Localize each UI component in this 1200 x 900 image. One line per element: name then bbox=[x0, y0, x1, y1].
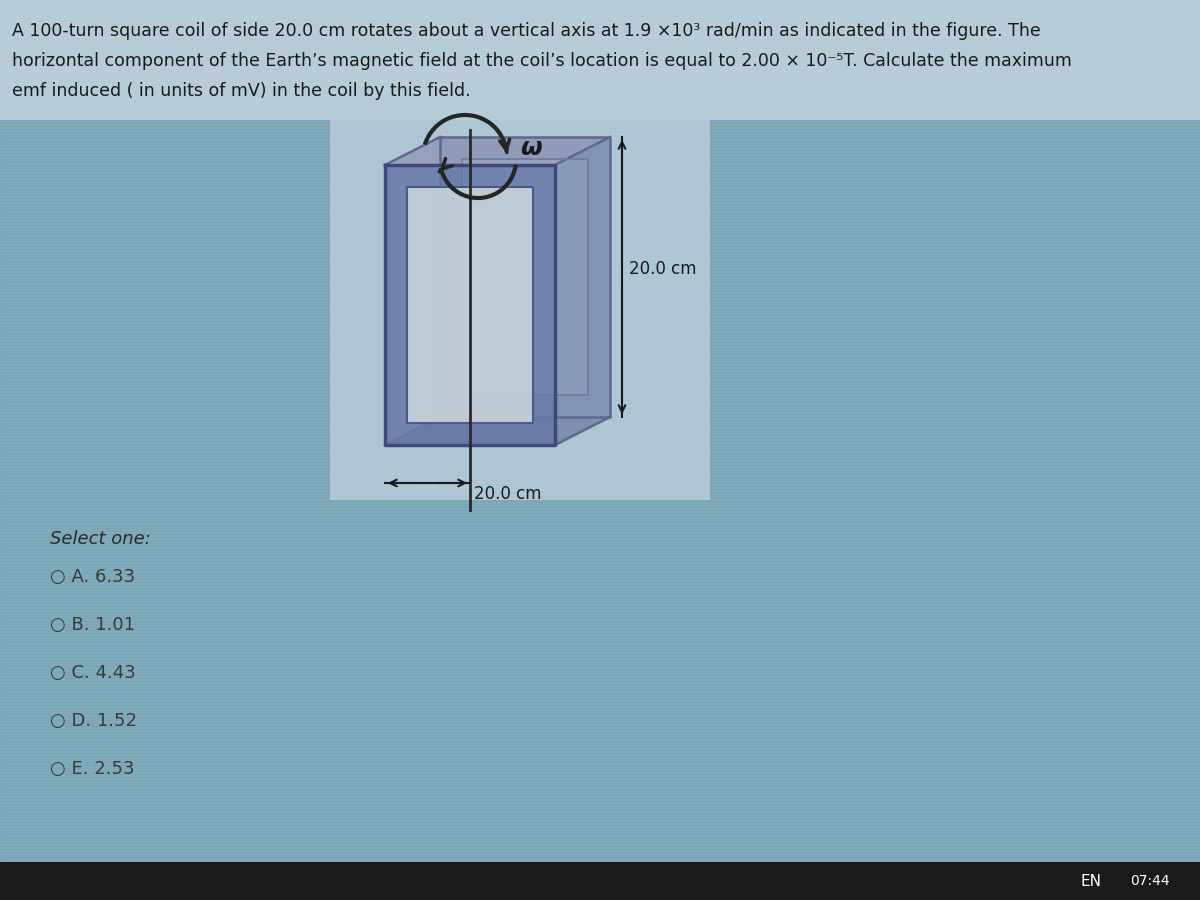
Text: ○ D. 1.52: ○ D. 1.52 bbox=[50, 712, 137, 730]
Polygon shape bbox=[385, 137, 610, 165]
Polygon shape bbox=[385, 165, 554, 445]
Polygon shape bbox=[385, 417, 610, 445]
Text: emf induced ( in units of mV) in the coil by this field.: emf induced ( in units of mV) in the coi… bbox=[12, 82, 470, 100]
Text: ○ C. 4.43: ○ C. 4.43 bbox=[50, 664, 136, 682]
Text: ○ A. 6.33: ○ A. 6.33 bbox=[50, 568, 136, 586]
Text: ω: ω bbox=[520, 136, 541, 160]
FancyBboxPatch shape bbox=[0, 0, 1200, 120]
Polygon shape bbox=[407, 187, 533, 423]
Text: EN: EN bbox=[1080, 874, 1102, 888]
Text: Select one:: Select one: bbox=[50, 530, 151, 548]
Text: ○ E. 2.53: ○ E. 2.53 bbox=[50, 760, 134, 778]
Text: horizontal component of the Earth’s magnetic field at the coil’s location is equ: horizontal component of the Earth’s magn… bbox=[12, 52, 1072, 70]
FancyBboxPatch shape bbox=[330, 120, 710, 500]
Polygon shape bbox=[462, 159, 588, 395]
Text: ○ B. 1.01: ○ B. 1.01 bbox=[50, 616, 134, 634]
FancyBboxPatch shape bbox=[0, 862, 1200, 900]
Polygon shape bbox=[554, 137, 610, 445]
Text: 20.0 cm: 20.0 cm bbox=[629, 260, 696, 278]
Polygon shape bbox=[440, 137, 610, 417]
Text: 07:44: 07:44 bbox=[1130, 874, 1170, 888]
Text: 20.0 cm: 20.0 cm bbox=[474, 485, 541, 503]
Text: A 100-turn square coil of side 20.0 cm rotates about a vertical axis at 1.9 ×10³: A 100-turn square coil of side 20.0 cm r… bbox=[12, 22, 1040, 40]
